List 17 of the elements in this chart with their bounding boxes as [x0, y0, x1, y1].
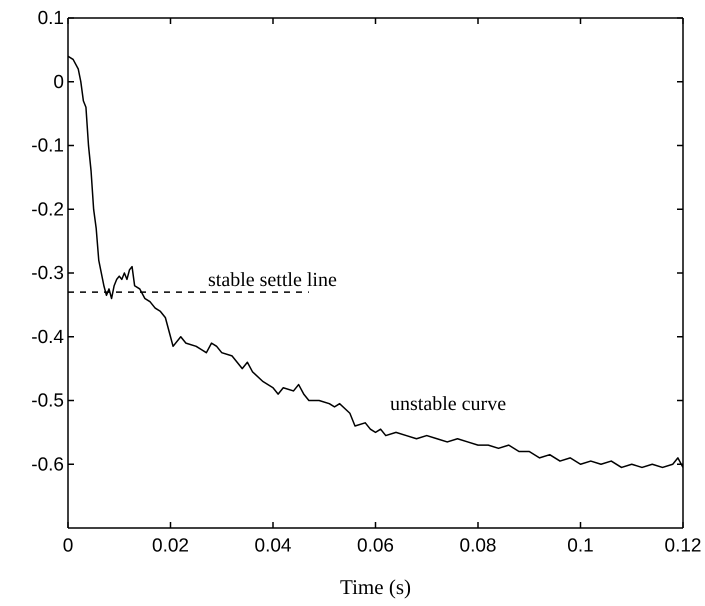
y-tick-label: -0.1: [31, 136, 64, 157]
y-tick-label: -0.4: [31, 326, 64, 348]
y-tick-label: -0.3: [31, 263, 64, 284]
x-tick-label: 0.06: [357, 535, 394, 556]
annotation: stable settle line: [208, 269, 337, 291]
x-tick-label: 0.08: [460, 535, 496, 556]
y-tick-label: 0: [53, 72, 64, 93]
x-tick-label: 0.02: [152, 535, 189, 556]
annotation: unstable curve: [390, 393, 506, 415]
y-tick-label: -0.5: [31, 390, 64, 412]
x-axis-title: Time (s): [340, 575, 411, 599]
y-tick-label: -0.2: [31, 199, 64, 220]
x-tick-label: 0.04: [254, 535, 292, 556]
x-tick-label: 0.1: [567, 535, 594, 556]
x-tick-label: 0.12: [664, 535, 702, 556]
y-tick-label: 0.1: [38, 8, 64, 30]
y-tick-label: -0.6: [31, 454, 64, 476]
